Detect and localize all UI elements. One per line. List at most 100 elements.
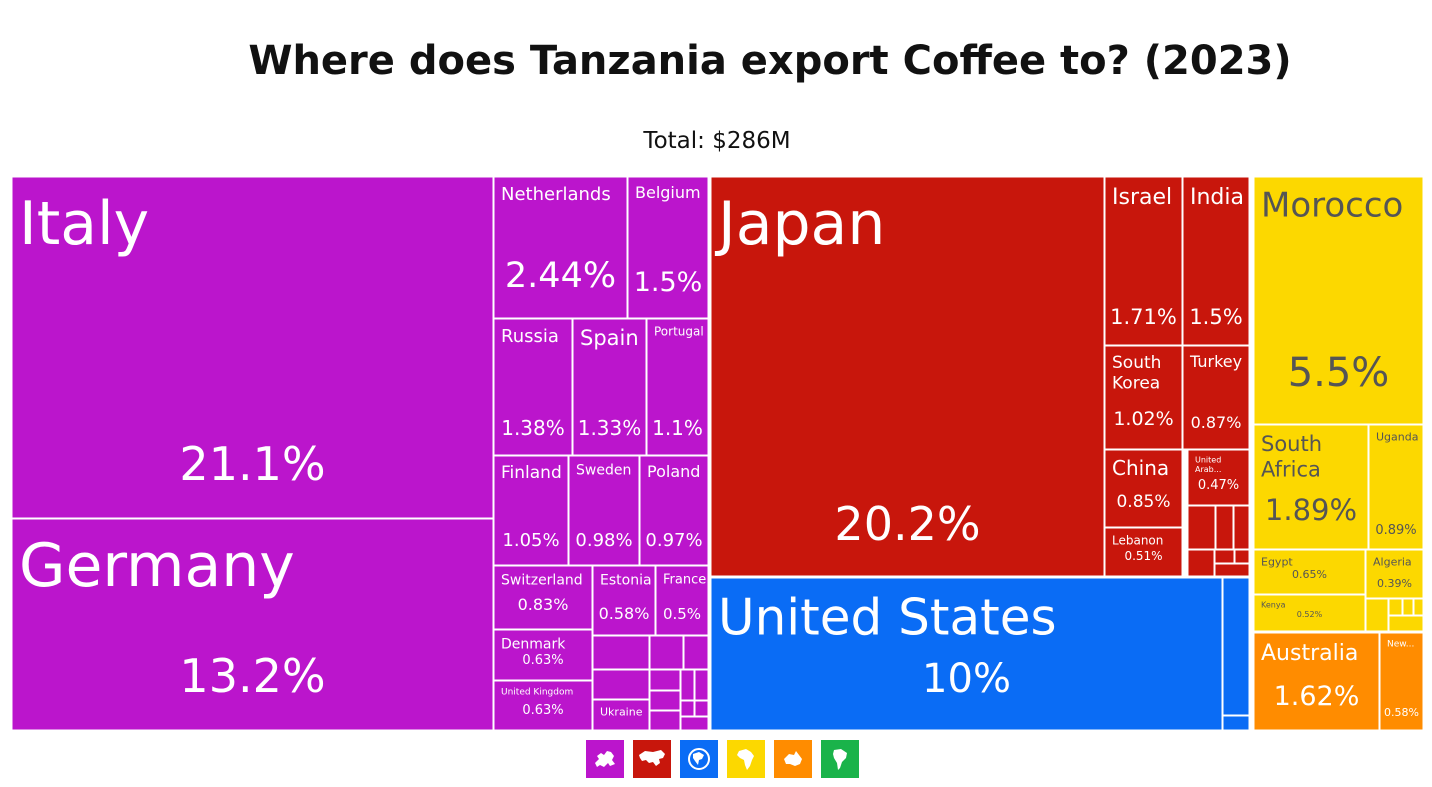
treemap-tile-japan[interactable]: Japan 20.2% — [710, 176, 1105, 577]
tile-label-algeria: Algeria — [1373, 556, 1412, 569]
treemap-tile-other-africa-2[interactable] — [1402, 598, 1414, 616]
treemap-tile-spain[interactable]: Spain 1.33% — [572, 318, 647, 456]
treemap-tile-other-africa-4[interactable] — [1388, 615, 1424, 632]
treemap-tile-other-asia-2[interactable] — [1233, 505, 1250, 550]
treemap-tile-other-africa-0[interactable] — [1365, 598, 1389, 632]
treemap-tile-sweden[interactable]: Sweden 0.98% — [568, 455, 640, 566]
tile-rect-south-africa[interactable] — [1253, 424, 1369, 550]
treemap-tile-turkey[interactable]: Turkey 0.87% — [1182, 345, 1250, 450]
treemap-tile-uganda[interactable]: Uganda 0.89% — [1368, 424, 1424, 550]
tile-rect-japan[interactable] — [710, 176, 1105, 577]
tile-rect-ukraine[interactable] — [592, 699, 650, 731]
treemap-tile-morocco[interactable]: Morocco 5.5% — [1253, 176, 1424, 425]
treemap-tile-other-asia-3[interactable] — [1187, 549, 1215, 577]
tile-rect-switzerland[interactable] — [493, 565, 593, 630]
treemap-tile-other-europe-10[interactable] — [694, 700, 709, 717]
tile-rect-france[interactable] — [655, 565, 709, 636]
tile-value-italy: 21.1% — [179, 437, 325, 491]
treemap-tile-finland[interactable]: Finland 1.05% — [493, 455, 569, 566]
treemap-tile-united-arab[interactable]: United Arab... 0.47% — [1187, 449, 1250, 506]
tile-rect-egypt[interactable] — [1253, 549, 1366, 595]
tile-rect-spain[interactable] — [572, 318, 647, 456]
tile-rect-belgium[interactable] — [627, 176, 709, 319]
tile-rect-united-arab[interactable] — [1187, 449, 1250, 506]
treemap-tile-portugal[interactable]: Portugal 1.1% — [646, 318, 709, 456]
treemap-tile-netherlands[interactable]: Netherlands 2.44% — [493, 176, 628, 319]
treemap-tile-other-europe-0[interactable] — [592, 635, 650, 670]
treemap-tile-other-asia-5[interactable] — [1234, 549, 1250, 564]
treemap-tile-united-kingdom[interactable]: United Kingdom 0.63% — [493, 680, 593, 731]
treemap-tile-other-africa-3[interactable] — [1413, 598, 1424, 616]
treemap-tile-other-asia-4[interactable] — [1214, 549, 1235, 564]
tile-rect-estonia[interactable] — [592, 565, 656, 636]
treemap-tile-other-europe-6[interactable] — [694, 669, 709, 701]
treemap-tile-france[interactable]: France 0.5% — [655, 565, 709, 636]
tile-rect-denmark[interactable] — [493, 629, 593, 681]
treemap-tile-other-europe-4[interactable] — [649, 669, 681, 691]
treemap-tile-other-africa-1[interactable] — [1388, 598, 1403, 616]
treemap-tile-italy[interactable]: Italy 21.1% — [11, 176, 494, 519]
tile-rect-sweden[interactable] — [568, 455, 640, 566]
treemap-tile-india[interactable]: India 1.5% — [1182, 176, 1250, 346]
tile-label-estonia: Estonia — [600, 573, 652, 589]
tile-rect-new[interactable] — [1379, 632, 1424, 731]
legend-north-america[interactable] — [680, 740, 718, 778]
treemap-tile-other-asia-0[interactable] — [1187, 505, 1216, 550]
treemap-tile-south-africa[interactable]: South Africa 1.89% — [1253, 424, 1369, 550]
tile-rect-south-korea[interactable] — [1104, 345, 1183, 450]
tile-rect-kenya[interactable] — [1253, 594, 1366, 632]
treemap-tile-other-europe-8[interactable] — [649, 710, 681, 731]
tile-rect-morocco[interactable] — [1253, 176, 1424, 425]
tile-rect-israel[interactable] — [1104, 176, 1183, 346]
legend-oceania[interactable] — [774, 740, 812, 778]
tile-rect-poland[interactable] — [639, 455, 709, 566]
treemap-tile-other-europe-11[interactable] — [680, 716, 709, 731]
treemap-tile-other-asia-1[interactable] — [1215, 505, 1234, 550]
treemap-tile-other-europe-9[interactable] — [680, 700, 695, 717]
tile-rect-netherlands[interactable] — [493, 176, 628, 319]
treemap-tile-estonia[interactable]: Estonia 0.58% — [592, 565, 656, 636]
tile-rect-algeria[interactable] — [1365, 549, 1424, 599]
tile-rect-russia[interactable] — [493, 318, 573, 456]
treemap-tile-israel[interactable]: Israel 1.71% — [1104, 176, 1183, 346]
tile-rect-germany[interactable] — [11, 518, 494, 731]
treemap-tile-other-north-america-0[interactable] — [1222, 577, 1250, 716]
tile-rect-lebanon[interactable] — [1104, 527, 1183, 577]
treemap-tile-other-europe-5[interactable] — [680, 669, 695, 701]
treemap-tile-other-north-america-1[interactable] — [1222, 715, 1250, 731]
tile-rect-uganda[interactable] — [1368, 424, 1424, 550]
legend-south-america[interactable] — [821, 740, 859, 778]
tile-rect-finland[interactable] — [493, 455, 569, 566]
legend-asia[interactable] — [633, 740, 671, 778]
treemap-tile-other-europe-3[interactable] — [592, 669, 650, 700]
treemap-tile-belgium[interactable]: Belgium 1.5% — [627, 176, 709, 319]
treemap-tile-ukraine[interactable]: Ukraine — [592, 699, 650, 731]
tile-rect-united-kingdom[interactable] — [493, 680, 593, 731]
treemap-tile-germany[interactable]: Germany 13.2% — [11, 518, 494, 731]
treemap-tile-poland[interactable]: Poland 0.97% — [639, 455, 709, 566]
treemap-tile-other-europe-1[interactable] — [649, 635, 684, 670]
legend-africa[interactable] — [727, 740, 765, 778]
treemap-tile-russia[interactable]: Russia 1.38% — [493, 318, 573, 456]
legend-europe[interactable] — [586, 740, 624, 778]
treemap-tile-china[interactable]: China 0.85% — [1104, 449, 1183, 528]
treemap-tile-united-states[interactable]: United States 10% — [710, 577, 1223, 731]
tile-rect-turkey[interactable] — [1182, 345, 1250, 450]
treemap-tile-south-korea[interactable]: South Korea 1.02% — [1104, 345, 1183, 450]
treemap-tile-switzerland[interactable]: Switzerland 0.83% — [493, 565, 593, 630]
treemap-tile-kenya[interactable]: Kenya 0.52% — [1253, 594, 1366, 632]
treemap-tile-new[interactable]: New... 0.58% — [1379, 632, 1424, 731]
treemap-tile-other-europe-2[interactable] — [683, 635, 709, 670]
tile-rect-china[interactable] — [1104, 449, 1183, 528]
tile-rect-united-states[interactable] — [710, 577, 1223, 731]
treemap-tile-other-europe-7[interactable] — [649, 690, 681, 711]
treemap-tile-algeria[interactable]: Algeria 0.39% — [1365, 549, 1424, 599]
treemap-tile-other-asia-6[interactable] — [1214, 563, 1250, 577]
tile-rect-italy[interactable] — [11, 176, 494, 519]
tile-value-switzerland: 0.83% — [518, 595, 569, 614]
tile-rect-portugal[interactable] — [646, 318, 709, 456]
treemap-tile-australia[interactable]: Australia 1.62% — [1253, 632, 1380, 731]
